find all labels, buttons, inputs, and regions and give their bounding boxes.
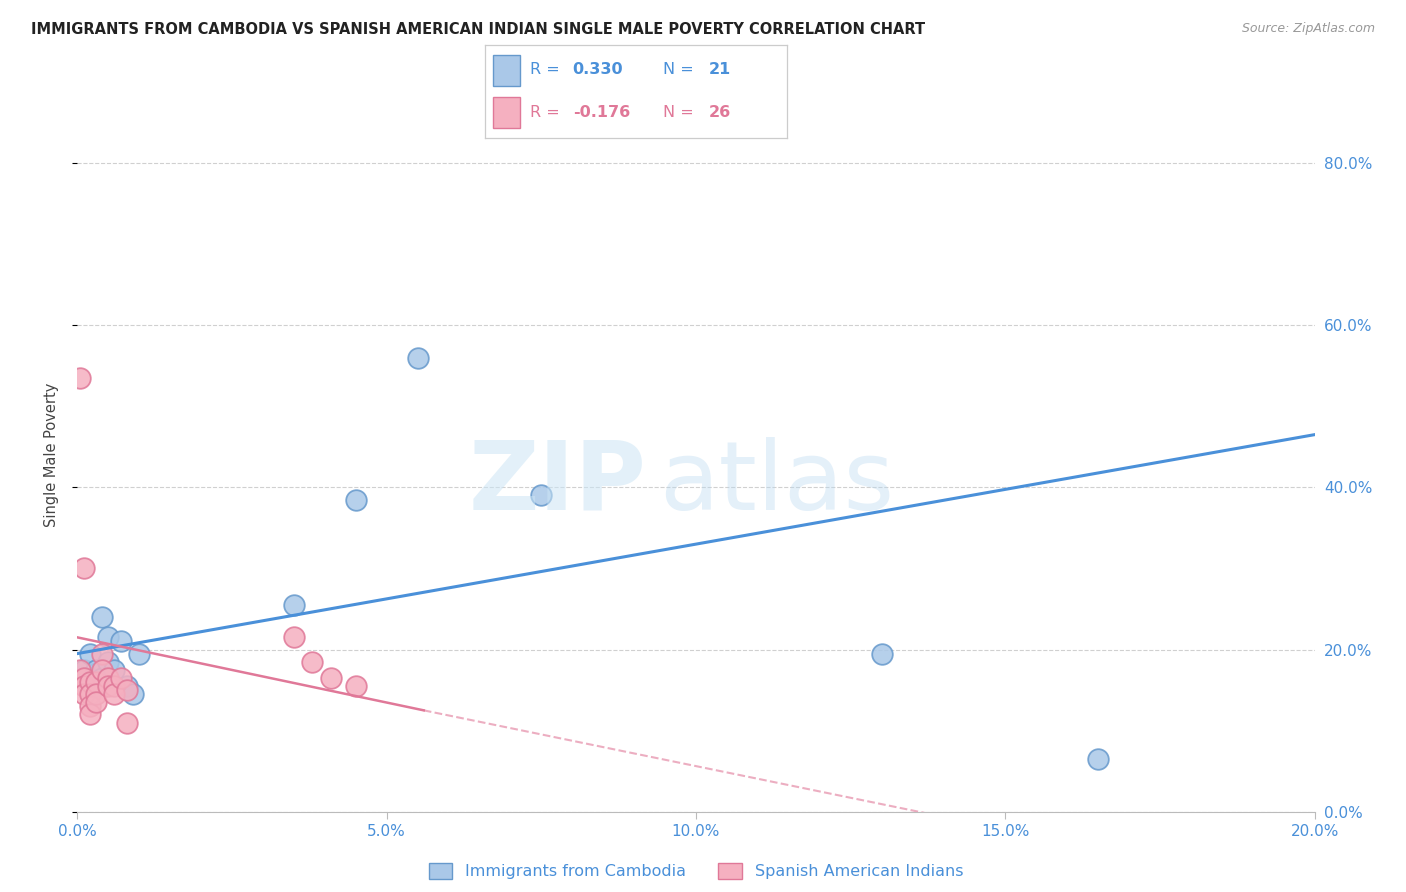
Point	[110, 634, 132, 648]
Point	[91, 671, 114, 685]
Point	[79, 647, 101, 661]
Point	[72, 671, 94, 685]
Point	[69, 663, 91, 677]
Point	[103, 679, 125, 693]
Point	[319, 671, 342, 685]
Point	[110, 671, 132, 685]
Point	[301, 655, 323, 669]
Text: N =: N =	[664, 62, 699, 78]
Point	[84, 675, 107, 690]
Point	[103, 663, 125, 677]
Text: IMMIGRANTS FROM CAMBODIA VS SPANISH AMERICAN INDIAN SINGLE MALE POVERTY CORRELAT: IMMIGRANTS FROM CAMBODIA VS SPANISH AMER…	[31, 22, 925, 37]
Text: ZIP: ZIP	[468, 437, 647, 530]
Point	[115, 715, 138, 730]
Point	[84, 695, 107, 709]
Text: R =: R =	[530, 62, 565, 78]
Point	[283, 598, 305, 612]
Point	[84, 687, 107, 701]
Text: R =: R =	[530, 104, 565, 120]
Point	[870, 647, 893, 661]
Text: -0.176: -0.176	[572, 104, 630, 120]
Text: 26: 26	[709, 104, 731, 120]
Point	[122, 687, 145, 701]
Point	[97, 631, 120, 645]
FancyBboxPatch shape	[492, 97, 520, 128]
Point	[344, 492, 367, 507]
Point	[72, 561, 94, 575]
Point	[115, 683, 138, 698]
Point	[79, 687, 101, 701]
Point	[115, 679, 138, 693]
FancyBboxPatch shape	[492, 55, 520, 86]
Text: 0.330: 0.330	[572, 62, 623, 78]
Point	[79, 675, 101, 690]
Point	[91, 610, 114, 624]
Point	[72, 679, 94, 693]
Point	[128, 647, 150, 661]
Point	[69, 371, 91, 385]
Point	[91, 647, 114, 661]
Point	[79, 707, 101, 722]
Text: atlas: atlas	[659, 437, 894, 530]
Point	[72, 687, 94, 701]
Y-axis label: Single Male Poverty: Single Male Poverty	[44, 383, 59, 527]
Point	[103, 687, 125, 701]
Text: 21: 21	[709, 62, 731, 78]
Point	[79, 675, 101, 690]
Point	[283, 631, 305, 645]
Point	[406, 351, 429, 365]
Point	[84, 679, 107, 693]
Point	[79, 699, 101, 714]
Point	[1087, 752, 1109, 766]
Point	[72, 663, 94, 677]
Point	[97, 679, 120, 693]
Text: Source: ZipAtlas.com: Source: ZipAtlas.com	[1241, 22, 1375, 36]
Point	[97, 655, 120, 669]
Point	[97, 671, 120, 685]
Point	[344, 679, 367, 693]
Point	[84, 663, 107, 677]
Text: N =: N =	[664, 104, 699, 120]
Point	[72, 671, 94, 685]
Legend: Immigrants from Cambodia, Spanish American Indians: Immigrants from Cambodia, Spanish Americ…	[422, 856, 970, 886]
Point	[530, 488, 553, 502]
Point	[91, 663, 114, 677]
